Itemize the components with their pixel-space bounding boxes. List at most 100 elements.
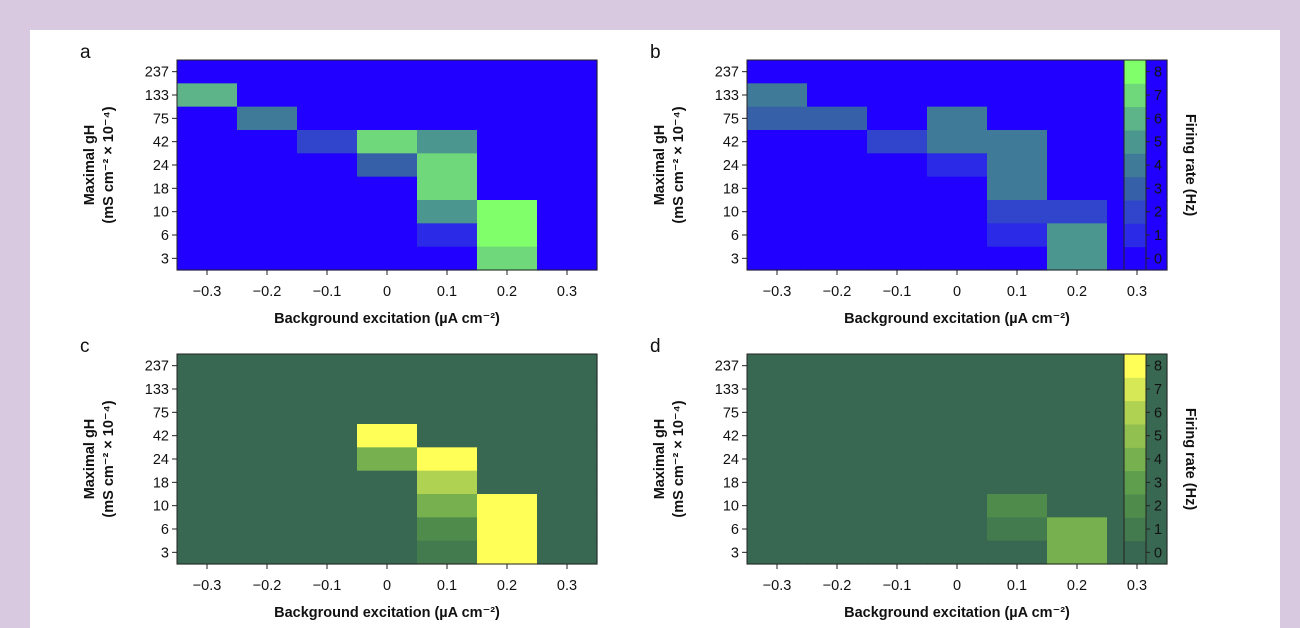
heatmap-cell [987, 517, 1048, 542]
colorbar-swatch [1124, 447, 1146, 472]
heatmap-cell [537, 424, 598, 448]
heatmap-cell [177, 400, 238, 425]
colorbar-swatch [1124, 400, 1146, 425]
heatmap-cell [417, 470, 478, 495]
colorbar-tick-label: 5 [1154, 429, 1162, 445]
colorbar-tick-label: 4 [1154, 158, 1162, 174]
x-tick-label: −0.3 [193, 284, 222, 300]
heatmap-cell [177, 494, 238, 518]
x-tick-label: 0.1 [1007, 578, 1027, 594]
x-tick-label: 0.3 [1127, 284, 1147, 300]
heatmap-cell [297, 60, 358, 84]
heatmap-cell [807, 60, 868, 84]
y-tick-label: 133 [145, 382, 169, 398]
x-tick-label: 0 [383, 578, 391, 594]
heatmap-cell [477, 60, 538, 84]
y-axis-label: Maximal gH [652, 419, 668, 500]
x-tick-label: 0.2 [1067, 284, 1087, 300]
heatmap-cell [177, 223, 238, 248]
heatmap-cell [927, 106, 988, 131]
heatmap-cell [867, 200, 928, 224]
heatmap-cell [747, 377, 808, 402]
heatmap-cell [417, 83, 478, 108]
x-axis-label: Background excitation (µA cm⁻²) [274, 311, 500, 327]
x-tick-label: −0.1 [313, 284, 342, 300]
heatmap-cell [1047, 223, 1108, 248]
x-tick-label: 0.2 [497, 284, 517, 300]
y-tick-label: 133 [145, 88, 169, 104]
colorbar-swatch [1124, 424, 1146, 448]
colorbar-tick-label: 8 [1154, 65, 1162, 81]
heatmap-cell [297, 377, 358, 402]
x-tick-label: −0.2 [823, 578, 852, 594]
heatmap-cell [177, 377, 238, 402]
heatmap-cell [477, 106, 538, 131]
heatmap-cell [297, 246, 358, 271]
heatmap-cell [177, 176, 238, 201]
y-axis-label-units: (mS cm⁻² × 10⁻⁴) [671, 106, 687, 223]
panel-label: d [650, 336, 661, 357]
x-axis-label: Background excitation (µA cm⁻²) [274, 605, 500, 621]
x-tick-label: 0.3 [557, 578, 577, 594]
colorbar-tick-label: 3 [1154, 475, 1162, 491]
heatmap-cell [357, 447, 418, 472]
heatmap-cell [927, 60, 988, 84]
heatmap-cell [867, 424, 928, 448]
heatmap-cell [177, 470, 238, 495]
heatmap-cell [237, 153, 298, 178]
colorbar-tick-label: 5 [1154, 135, 1162, 151]
y-tick-label: 237 [145, 65, 169, 81]
heatmap-cell [867, 246, 928, 271]
y-tick-label: 3 [731, 251, 739, 267]
heatmap-cell [297, 83, 358, 108]
y-tick-label: 42 [723, 429, 739, 445]
y-tick-label: 6 [731, 522, 739, 538]
heatmap-cell [1047, 130, 1108, 154]
heatmap-cell [477, 200, 538, 224]
heatmap-cell [537, 540, 598, 565]
heatmap-cell [927, 540, 988, 565]
heatmap-cell [417, 540, 478, 565]
heatmap-cell [1047, 517, 1108, 542]
heatmap-cell [417, 60, 478, 84]
heatmap-cell [357, 60, 418, 84]
colorbar-swatch [1124, 153, 1146, 178]
heatmap-cell [177, 246, 238, 271]
colorbar-label: Firing rate (Hz) [1182, 114, 1198, 216]
heatmap-cell [807, 176, 868, 201]
heatmap-cell [987, 200, 1048, 224]
heatmap-cell [807, 447, 868, 472]
heatmap-cell [177, 60, 238, 84]
heatmap-cell [987, 223, 1048, 248]
heatmap-cell [237, 246, 298, 271]
y-tick-label: 133 [715, 88, 739, 104]
colorbar-swatch [1124, 494, 1146, 518]
y-tick-label: 237 [715, 359, 739, 375]
heatmap-cell [177, 130, 238, 154]
heatmap-cell [237, 130, 298, 154]
colorbar-tick-label: 3 [1154, 181, 1162, 197]
heatmap-cell [987, 246, 1048, 271]
heatmap-cell [357, 470, 418, 495]
heatmap-cell [417, 354, 478, 378]
heatmap-cell [807, 517, 868, 542]
x-tick-label: −0.1 [313, 578, 342, 594]
y-tick-label: 3 [161, 545, 169, 561]
heatmap-panel-c: c 237 133 75 42 24 18 10 6 3 −0.3 −0.2 −0.1 0 0.1 0.2 0.… [80, 336, 598, 621]
heatmap-cell [807, 424, 868, 448]
y-tick-label: 18 [153, 181, 169, 197]
heatmap-cell [177, 153, 238, 178]
heatmap-cell [357, 517, 418, 542]
colorbar-tick-label: 6 [1154, 405, 1162, 421]
heatmap-cell [867, 447, 928, 472]
heatmap-cell [297, 400, 358, 425]
heatmap-cell [987, 494, 1048, 518]
heatmap-cell [927, 400, 988, 425]
y-tick-label: 6 [161, 522, 169, 538]
x-tick-label: 0.3 [1127, 578, 1147, 594]
y-tick-label: 75 [153, 405, 169, 421]
heatmap-cell [1047, 354, 1108, 378]
heatmap-cell [477, 424, 538, 448]
heatmap-cell [927, 517, 988, 542]
heatmap-cell [297, 494, 358, 518]
